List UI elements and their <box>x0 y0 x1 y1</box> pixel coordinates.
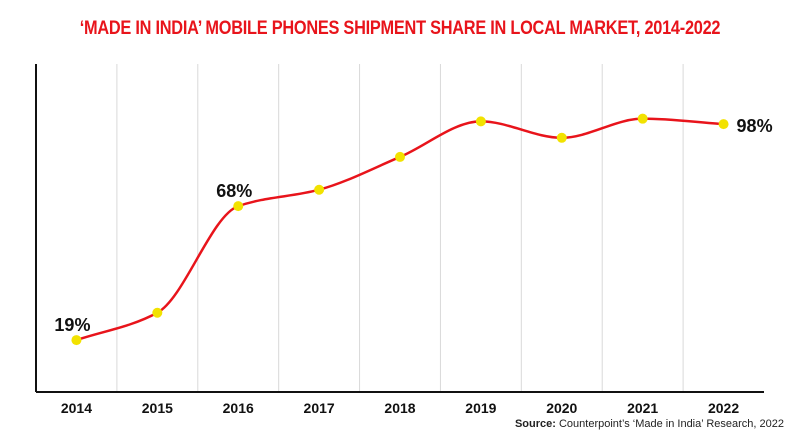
data-point-2022 <box>718 119 729 130</box>
source-text: Counterpoint’s ‘Made in India’ Research,… <box>558 418 784 430</box>
series-line <box>75 117 725 342</box>
x-tick-label-2019: 2019 <box>465 400 496 416</box>
data-label-2022: 98% <box>737 116 773 136</box>
gridlines <box>116 64 684 392</box>
series-line-group <box>75 117 725 342</box>
data-point-2017 <box>314 184 325 195</box>
source-note: Source: Counterpoint’s ‘Made in India’ R… <box>515 418 784 430</box>
x-tick-label-2014: 2014 <box>61 400 92 416</box>
x-tick-label-2018: 2018 <box>384 400 415 416</box>
x-tick-label-2017: 2017 <box>304 400 335 416</box>
data-label-2014: 19% <box>54 315 90 335</box>
data-point-2016 <box>233 201 244 212</box>
x-tick-label-2015: 2015 <box>142 400 173 416</box>
data-label-2016: 68% <box>216 181 252 201</box>
data-labels: 19% 68% 98% <box>54 116 772 335</box>
axes <box>35 64 764 393</box>
x-tick-label-2020: 2020 <box>546 400 577 416</box>
data-point-2019 <box>475 116 486 127</box>
data-point-2018 <box>395 151 405 162</box>
x-tick-label-2016: 2016 <box>223 400 254 416</box>
x-tick-label-2021: 2021 <box>627 400 658 416</box>
chart-title: ‘MADE IN INDIA’ MOBILE PHONES SHIPMENT S… <box>79 18 721 39</box>
x-tick-label-2022: 2022 <box>708 400 739 416</box>
x-tick-labels: 2014 2015 2016 2017 2018 2019 2020 2021 2022 <box>61 400 739 416</box>
data-point-2020 <box>556 132 567 143</box>
data-points <box>71 113 729 346</box>
source-label: Source: <box>514 418 556 430</box>
data-point-2021 <box>637 113 648 124</box>
data-point-2014 <box>71 335 82 346</box>
data-point-2015 <box>152 307 163 318</box>
